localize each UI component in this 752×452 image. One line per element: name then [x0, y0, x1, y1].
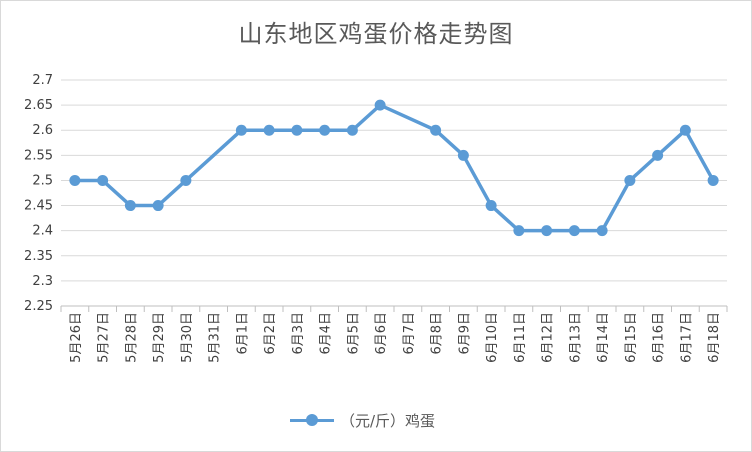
x-tick-label: 6月12日	[541, 312, 556, 363]
x-tick-label: 6月13日	[568, 312, 583, 363]
x-tick-label: 5月28日	[124, 312, 139, 363]
data-point	[346, 124, 358, 136]
series-layer	[69, 99, 719, 237]
x-axis-ticks: 5月26日 5月27日 5月28日 5月29日 5月30日 5月31日 6月1日 6月2日 6月…	[69, 312, 722, 363]
x-tick-label: 6月16日	[652, 312, 667, 363]
y-tick-label: 2.65	[24, 98, 53, 113]
y-tick-label: 2.35	[24, 249, 53, 264]
data-point	[568, 225, 580, 237]
x-tick-label: 6月9日	[457, 312, 472, 355]
y-tick-label: 2.5	[32, 173, 53, 188]
series-line	[74, 103, 715, 233]
x-tick-label: 6月3日	[291, 312, 306, 355]
x-tick-label: 5月26日	[69, 312, 84, 363]
legend-label: （元/斤）鸡蛋	[340, 411, 436, 430]
x-tick-label: 6月18日	[707, 312, 722, 363]
y-tick-label: 2.55	[24, 148, 53, 163]
x-tick-label: 5月29日	[152, 312, 167, 363]
data-point	[97, 174, 109, 186]
data-point	[235, 124, 247, 136]
data-point	[457, 149, 469, 161]
y-tick-label: 2.45	[24, 199, 53, 214]
gridlines	[61, 79, 727, 307]
data-point	[541, 225, 553, 237]
y-tick-label: 2.25	[24, 299, 53, 314]
data-point	[319, 124, 331, 136]
data-point	[624, 174, 636, 186]
x-tick-label: 6月17日	[679, 312, 694, 363]
y-tick-label: 2.3	[32, 274, 53, 289]
y-tick-label: 2.6	[32, 123, 53, 138]
x-tick-label: 6月5日	[346, 312, 361, 355]
data-point	[263, 124, 275, 136]
x-tick-label: 6月6日	[374, 312, 389, 355]
data-point	[291, 124, 303, 136]
x-tick-label: 5月30日	[180, 312, 195, 363]
data-point	[124, 200, 136, 212]
x-tick-label: 6月14日	[596, 312, 611, 363]
x-tick-label: 6月4日	[319, 312, 334, 355]
legend: （元/斤）鸡蛋	[290, 410, 435, 430]
data-point	[485, 200, 497, 212]
x-tick-label: 6月1日	[235, 312, 250, 355]
x-tick-label: 6月11日	[513, 312, 528, 363]
data-point	[152, 200, 164, 212]
data-point	[374, 99, 386, 111]
x-tick-label: 5月31日	[208, 312, 223, 363]
x-tick-label: 6月15日	[624, 312, 639, 363]
data-point	[707, 174, 719, 186]
data-point	[180, 174, 192, 186]
data-point	[596, 225, 608, 237]
data-point	[652, 149, 664, 161]
y-tick-label: 2.4	[32, 224, 53, 239]
data-point	[679, 124, 691, 136]
x-axis	[60, 305, 728, 312]
data-point	[430, 124, 442, 136]
y-tick-label: 2.7	[32, 73, 53, 88]
legend-swatch-icon	[290, 410, 334, 430]
data-point	[69, 174, 81, 186]
chart-title: 山东地区鸡蛋价格走势图	[238, 20, 514, 48]
x-tick-label: 5月27日	[97, 312, 112, 363]
data-point	[513, 225, 525, 237]
y-axis-ticks: 2.25 2.3 2.35 2.4 2.45 2.5 2.55 2.6 2.65 2.7	[24, 73, 53, 314]
x-tick-label: 6月10日	[485, 312, 500, 363]
x-tick-label: 6月2日	[263, 312, 278, 355]
x-tick-label: 6月8日	[430, 312, 445, 355]
x-tick-label: 6月7日	[402, 312, 417, 355]
